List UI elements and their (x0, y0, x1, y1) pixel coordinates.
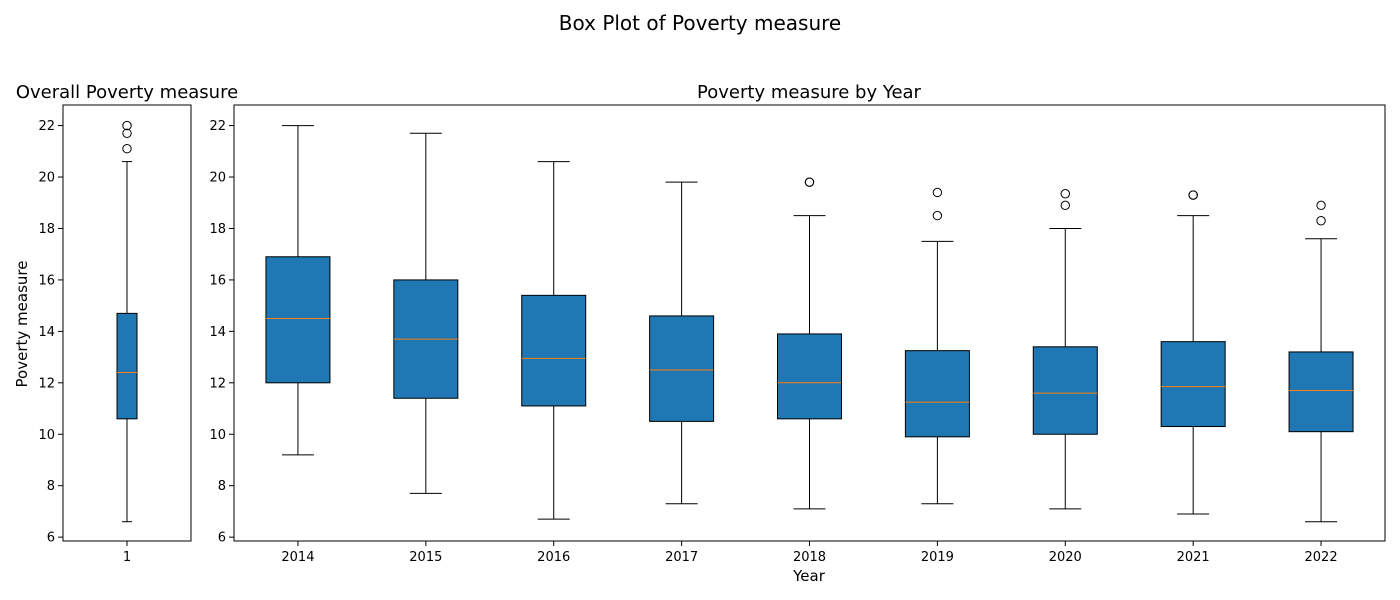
box-2014 (265, 256, 331, 384)
box-1 (116, 312, 138, 420)
x-tick-label: 2021 (1177, 550, 1210, 565)
x-tick-label: 2020 (1049, 550, 1082, 565)
box-2021 (1160, 341, 1226, 428)
box-2020 (1032, 346, 1098, 435)
outlier-point (1316, 200, 1326, 211)
figure-suptitle: Box Plot of Poverty measure (559, 11, 841, 35)
y-axis-label: Poverty measure (13, 261, 31, 388)
box-2018 (777, 333, 842, 420)
outlier-point (122, 120, 132, 131)
y-tick-label: 14 (38, 325, 55, 340)
box-2019 (904, 350, 970, 438)
y-tick-label: 22 (209, 119, 226, 134)
outlier-point (122, 144, 132, 154)
box-2017 (649, 315, 715, 422)
x-tick-label: 2017 (665, 550, 698, 565)
outlier-point (804, 177, 815, 187)
overall-box-marks (116, 120, 138, 523)
x-tick-label: 2014 (281, 550, 314, 565)
outlier-point (1188, 190, 1198, 200)
box-2022 (1288, 351, 1354, 433)
y-tick-label: 10 (209, 428, 226, 443)
x-tick-label: 2019 (921, 550, 954, 565)
outlier-point (122, 128, 132, 138)
outlier-point (1316, 216, 1326, 226)
x-tick-label: 1 (123, 550, 131, 565)
overall-ticks: 6 8 10 12 14 16 18 20 22 1 (38, 119, 131, 565)
y-tick-label: 18 (209, 222, 226, 237)
x-tick-label: 2015 (409, 550, 442, 565)
y-tick-label: 8 (47, 479, 55, 494)
y-tick-label: 22 (38, 119, 55, 134)
x-tick-label: 2022 (1305, 550, 1338, 565)
outlier-point (1060, 200, 1070, 211)
box-2016 (521, 294, 587, 407)
y-tick-label: 12 (38, 376, 55, 391)
x-tick-label: 2016 (537, 550, 570, 565)
by-year-box-marks (265, 125, 1354, 523)
by-year-plot-frame (233, 104, 1386, 542)
overall-panel-title: Overall Poverty measure (16, 82, 238, 103)
y-tick-label: 20 (38, 171, 55, 186)
x-axis-label: Year (792, 567, 826, 585)
outlier-point (932, 210, 943, 221)
y-tick-label: 6 (218, 531, 226, 546)
overall-panel: Overall Poverty measure Poverty measure … (13, 82, 238, 565)
y-tick-label: 18 (38, 222, 55, 237)
y-tick-label: 12 (209, 376, 226, 391)
y-tick-label: 6 (47, 531, 55, 546)
y-tick-label: 16 (38, 273, 55, 288)
x-tick-label: 2018 (793, 550, 826, 565)
overall-plot-frame (62, 104, 192, 542)
by-year-panel: Poverty measure by Year Year 6 8 10 12 14 16 1… (209, 82, 1386, 585)
outlier-point (1060, 189, 1070, 199)
y-tick-label: 8 (218, 479, 226, 494)
y-tick-label: 14 (209, 325, 226, 340)
y-tick-label: 10 (38, 428, 55, 443)
y-tick-label: 16 (209, 273, 226, 288)
outlier-point (932, 187, 943, 198)
by-year-panel-title: Poverty measure by Year (697, 82, 922, 103)
y-tick-label: 20 (209, 171, 226, 186)
